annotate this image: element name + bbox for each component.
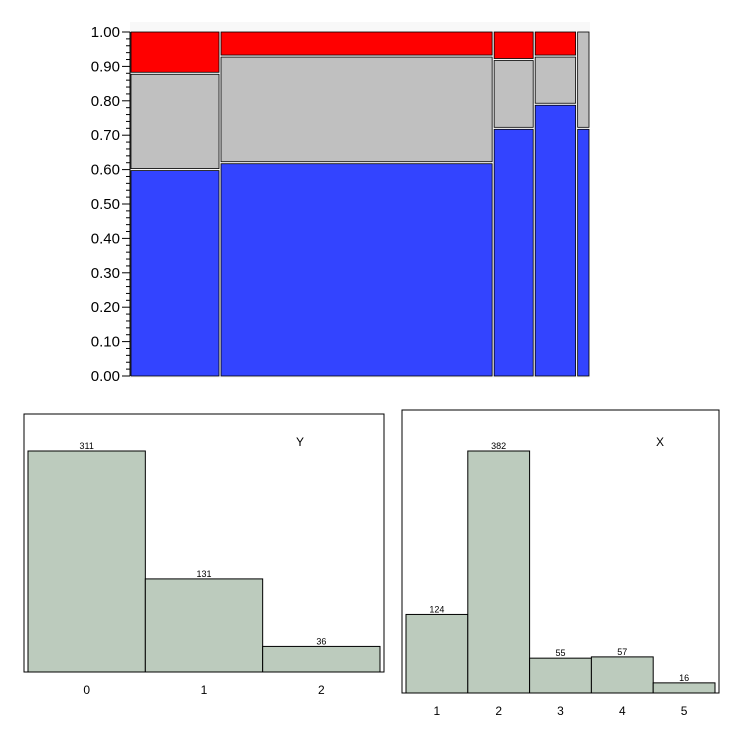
mosaic-cells bbox=[130, 31, 590, 377]
mosaic-y-tick-label: 0.90 bbox=[91, 58, 120, 75]
x-histogram-bar-label-2: 382 bbox=[491, 441, 506, 451]
mosaic-cell-x3-level0 bbox=[493, 128, 534, 377]
mosaic-cell-x4-level2 bbox=[534, 31, 577, 56]
x-histogram-bar-5 bbox=[652, 682, 716, 694]
x-histogram-bar-label-4: 57 bbox=[617, 647, 627, 657]
x-histogram-category-label-4: 4 bbox=[619, 704, 626, 718]
y-histogram-category-label-1: 1 bbox=[201, 683, 208, 697]
x-histogram-bar-label-1: 124 bbox=[429, 604, 444, 614]
y-histogram-bar-1 bbox=[144, 578, 264, 673]
mosaic-cell-x4-level0 bbox=[534, 104, 577, 377]
x-histogram-category-label-5: 5 bbox=[681, 704, 688, 718]
y-histogram-bar-label-1: 131 bbox=[196, 569, 211, 579]
x-histogram-category-label-1: 1 bbox=[434, 704, 441, 718]
mosaic-cell-x1-level1 bbox=[130, 73, 220, 169]
mosaic-cell-x1-level0 bbox=[130, 170, 220, 377]
mosaic-y-tick-label: 0.40 bbox=[91, 230, 120, 247]
mosaic-y-tick-label: 0.30 bbox=[91, 265, 120, 282]
x-histogram-category-label-3: 3 bbox=[557, 704, 564, 718]
mosaic-cell-x2-level0 bbox=[220, 163, 493, 377]
mosaic-y-tick-label: 1.00 bbox=[91, 24, 120, 41]
x-histogram-bar-3 bbox=[529, 657, 592, 694]
mosaic-y-tick-label: 0.10 bbox=[91, 334, 120, 351]
mosaic-cell-x3-level1 bbox=[493, 60, 534, 128]
mosaic-y-tick-label: 0.80 bbox=[91, 93, 120, 110]
y-histogram: Y 311 0 131 1 36 2 bbox=[23, 413, 385, 697]
x-histogram-bars: 124 1 382 2 55 3 57 4 16 5 bbox=[405, 441, 716, 718]
y-histogram-bar-label-2: 36 bbox=[316, 636, 326, 646]
y-histogram-category-label-0: 0 bbox=[83, 683, 90, 697]
x-histogram-category-label-2: 2 bbox=[495, 704, 502, 718]
y-histogram-bars: 311 0 131 1 36 2 bbox=[27, 441, 381, 697]
mosaic-cell-x5-level1 bbox=[577, 31, 590, 128]
x-histogram: X 124 1 382 2 55 3 57 4 16 5 bbox=[401, 409, 720, 718]
mosaic-y-tick-label: 0.70 bbox=[91, 127, 120, 144]
mosaic-y-tick-label: 0.00 bbox=[91, 368, 120, 385]
mosaic-chart: 0.00 0.10 0.20 0.30 0.40 0.50 0.60 0.70 0.80 0.90… bbox=[91, 22, 590, 385]
mosaic-y-axis: 0.00 0.10 0.20 0.30 0.40 0.50 0.60 0.70 0.80 0.90… bbox=[91, 24, 131, 385]
x-histogram-bar-2 bbox=[467, 450, 531, 694]
mosaic-cell-x5-level0 bbox=[577, 128, 590, 377]
y-histogram-category-label-2: 2 bbox=[318, 683, 325, 697]
mosaic-y-tick-label: 0.50 bbox=[91, 196, 120, 213]
y-histogram-bar-0 bbox=[27, 450, 146, 673]
y-histogram-bar-2 bbox=[262, 645, 381, 673]
mosaic-cell-x2-level2 bbox=[220, 31, 493, 56]
x-histogram-bar-1 bbox=[405, 613, 469, 694]
mosaic-cell-x2-level1 bbox=[220, 56, 493, 163]
y-histogram-title: Y bbox=[296, 435, 304, 449]
mosaic-cell-x3-level2 bbox=[493, 31, 534, 59]
mosaic-y-tick-label: 0.60 bbox=[91, 162, 120, 179]
mosaic-y-tick-label: 0.20 bbox=[91, 299, 120, 316]
x-histogram-bar-label-3: 55 bbox=[555, 648, 565, 658]
mosaic-cell-x1-level2 bbox=[130, 31, 220, 73]
x-histogram-title: X bbox=[656, 435, 664, 449]
mosaic-cell-x4-level1 bbox=[534, 56, 577, 104]
x-histogram-bar-label-5: 16 bbox=[679, 673, 689, 683]
x-histogram-bar-4 bbox=[590, 656, 654, 694]
y-histogram-bar-label-0: 311 bbox=[79, 441, 93, 451]
